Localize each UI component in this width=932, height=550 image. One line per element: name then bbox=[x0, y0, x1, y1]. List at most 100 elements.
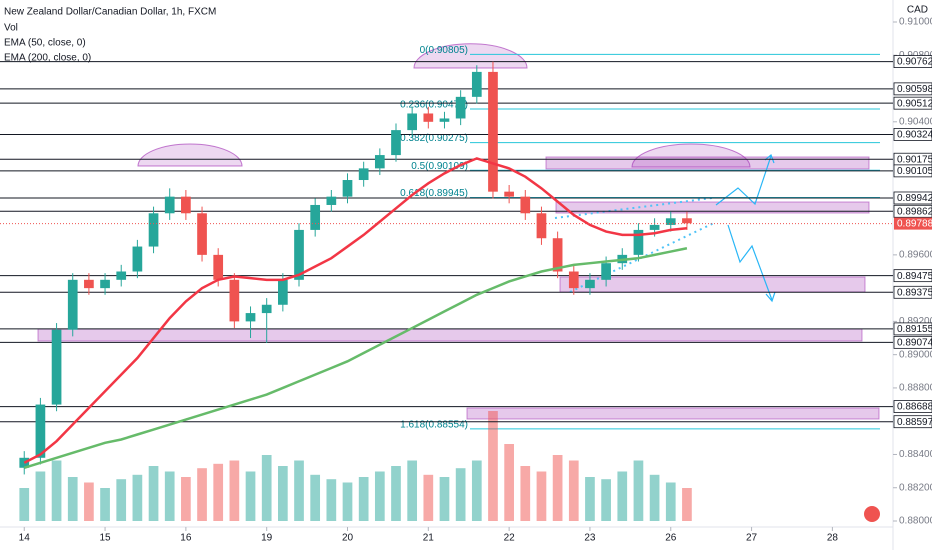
volume-bar bbox=[391, 466, 401, 521]
candle-body bbox=[164, 196, 175, 214]
candle-body bbox=[358, 168, 369, 181]
x-tick-label: 23 bbox=[584, 533, 596, 544]
volume-bar bbox=[455, 468, 466, 521]
zone bbox=[545, 156, 870, 170]
volume-bar bbox=[439, 477, 450, 521]
ema-line bbox=[23, 246, 688, 469]
candle-body bbox=[423, 113, 434, 122]
candle-body bbox=[665, 218, 676, 225]
level-label: 0.90105 bbox=[897, 166, 932, 177]
candle-body bbox=[520, 196, 531, 214]
fib-label: 0.382(0.90275) bbox=[400, 133, 468, 144]
volume-bar bbox=[213, 463, 224, 521]
volume-bar bbox=[278, 466, 288, 521]
candle-body bbox=[649, 224, 660, 230]
y-tick-label: 0.89600 bbox=[899, 250, 932, 261]
candle-body bbox=[278, 279, 288, 305]
volume-bar bbox=[84, 482, 94, 521]
x-tick-label: 20 bbox=[342, 533, 354, 544]
y-tick-label: 0.88400 bbox=[899, 449, 932, 460]
current-price-label: 0.89788 bbox=[897, 219, 932, 230]
candle-body bbox=[504, 191, 514, 197]
candle-body bbox=[471, 71, 482, 97]
x-tick-label: 26 bbox=[665, 533, 677, 544]
candle-body bbox=[132, 246, 143, 272]
logo bbox=[864, 506, 880, 522]
zone bbox=[37, 328, 863, 342]
volume-bar bbox=[358, 477, 369, 521]
volume-bar bbox=[536, 471, 547, 521]
current-price-box bbox=[894, 217, 932, 230]
volume-bar bbox=[682, 488, 692, 521]
projection-arrow bbox=[715, 155, 772, 206]
volume-bar bbox=[35, 471, 46, 521]
level-label-box bbox=[893, 191, 932, 205]
currency-label: CAD bbox=[907, 5, 928, 16]
y-tick-label: 0.88200 bbox=[899, 482, 932, 493]
volume-bar bbox=[19, 488, 30, 521]
level-label: 0.90762 bbox=[897, 57, 932, 68]
candle-body bbox=[568, 271, 579, 289]
level-label: 0.89942 bbox=[897, 193, 932, 204]
candle-body bbox=[213, 254, 224, 280]
level-label-box bbox=[893, 96, 932, 110]
volume-bar bbox=[100, 488, 110, 521]
level-label: 0.89475 bbox=[897, 271, 932, 282]
y-tick-label: 0.91000 bbox=[899, 17, 932, 28]
level-label: 0.89074 bbox=[897, 337, 932, 348]
arc bbox=[137, 143, 243, 167]
level-label-box bbox=[893, 335, 932, 349]
volume-bar bbox=[116, 479, 127, 521]
volume-bar bbox=[374, 471, 385, 521]
candle-body bbox=[310, 204, 321, 230]
level-label-box bbox=[893, 82, 932, 96]
y-tick-label: 0.88800 bbox=[899, 383, 932, 394]
volume-bar bbox=[407, 460, 418, 521]
candle-body bbox=[116, 271, 127, 280]
volume-bar bbox=[342, 482, 353, 521]
level-label-box bbox=[893, 204, 932, 218]
legend-item: EMA (50, close, 0) bbox=[4, 38, 86, 49]
candle-body bbox=[181, 196, 191, 214]
candle-body bbox=[294, 229, 304, 280]
candle-body bbox=[682, 218, 692, 224]
y-tick-label: 0.88000 bbox=[899, 516, 932, 527]
candle-body bbox=[229, 279, 240, 322]
candle-body bbox=[19, 457, 30, 468]
volume-bar bbox=[585, 477, 595, 521]
volume-bar bbox=[148, 466, 159, 521]
level-label-box bbox=[893, 128, 932, 141]
level-label: 0.90324 bbox=[897, 130, 932, 141]
y-tick-label: 0.89200 bbox=[899, 316, 932, 327]
candle-body bbox=[407, 113, 418, 131]
legend-item: Vol bbox=[4, 23, 18, 34]
volume-bar bbox=[181, 477, 191, 521]
x-tick-label: 14 bbox=[19, 533, 31, 544]
candle-body bbox=[67, 279, 78, 330]
x-tick-label: 21 bbox=[423, 533, 435, 544]
level-label-box bbox=[893, 164, 932, 178]
volume-bar bbox=[552, 455, 563, 521]
x-tick-label: 15 bbox=[99, 533, 111, 544]
zones bbox=[37, 43, 880, 430]
volume-bar bbox=[504, 444, 514, 521]
candle-body bbox=[633, 229, 644, 255]
candle-body bbox=[536, 213, 547, 239]
trend-line bbox=[554, 197, 713, 219]
level-label-box bbox=[893, 285, 932, 299]
volume-bar bbox=[488, 411, 498, 521]
level-label: 0.88688 bbox=[897, 402, 932, 413]
volume-bar bbox=[261, 455, 272, 521]
candle-body bbox=[585, 279, 595, 289]
projection-arrow bbox=[727, 224, 773, 301]
candle-body bbox=[245, 313, 256, 322]
x-tick-label: 19 bbox=[261, 533, 273, 544]
volume-bar bbox=[649, 474, 660, 521]
volume-bar bbox=[67, 477, 78, 521]
volume-bar bbox=[164, 471, 175, 521]
level-label: 0.89375 bbox=[897, 287, 932, 298]
volume-bar bbox=[51, 460, 62, 521]
x-tick-label: 22 bbox=[504, 533, 516, 544]
candle-body bbox=[35, 404, 46, 458]
